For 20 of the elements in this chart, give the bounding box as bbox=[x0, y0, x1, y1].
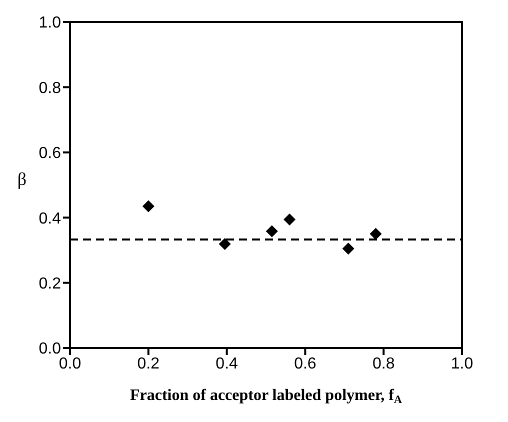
x-tick-label: 0.0 bbox=[58, 355, 82, 372]
y-tick-label: 0.8 bbox=[38, 80, 62, 97]
point bbox=[218, 238, 231, 250]
y-tick-label: 0.0 bbox=[38, 340, 62, 358]
x-tick-label: 0.6 bbox=[294, 355, 316, 372]
point bbox=[342, 242, 354, 255]
point bbox=[370, 228, 382, 240]
x-axis-title: Fraction of acceptor labeled polymer, f$_{A}$ bbox=[130, 387, 402, 406]
x-tick-label: 0.2 bbox=[137, 355, 160, 372]
y-tick-label: 0.2 bbox=[38, 275, 62, 292]
y-tick-label: 0.4 bbox=[38, 210, 62, 228]
y-tick-label: 0.6 bbox=[38, 145, 62, 162]
point bbox=[284, 214, 296, 226]
x-tick-label: 0.4 bbox=[216, 355, 238, 372]
point bbox=[266, 225, 278, 238]
y-tick-label: 1.0 bbox=[38, 14, 62, 32]
x-tick-label: 1.0 bbox=[450, 355, 474, 372]
point bbox=[142, 200, 154, 212]
x-tick-label: 0.8 bbox=[372, 355, 395, 372]
y-axis-title: β bbox=[17, 169, 27, 189]
